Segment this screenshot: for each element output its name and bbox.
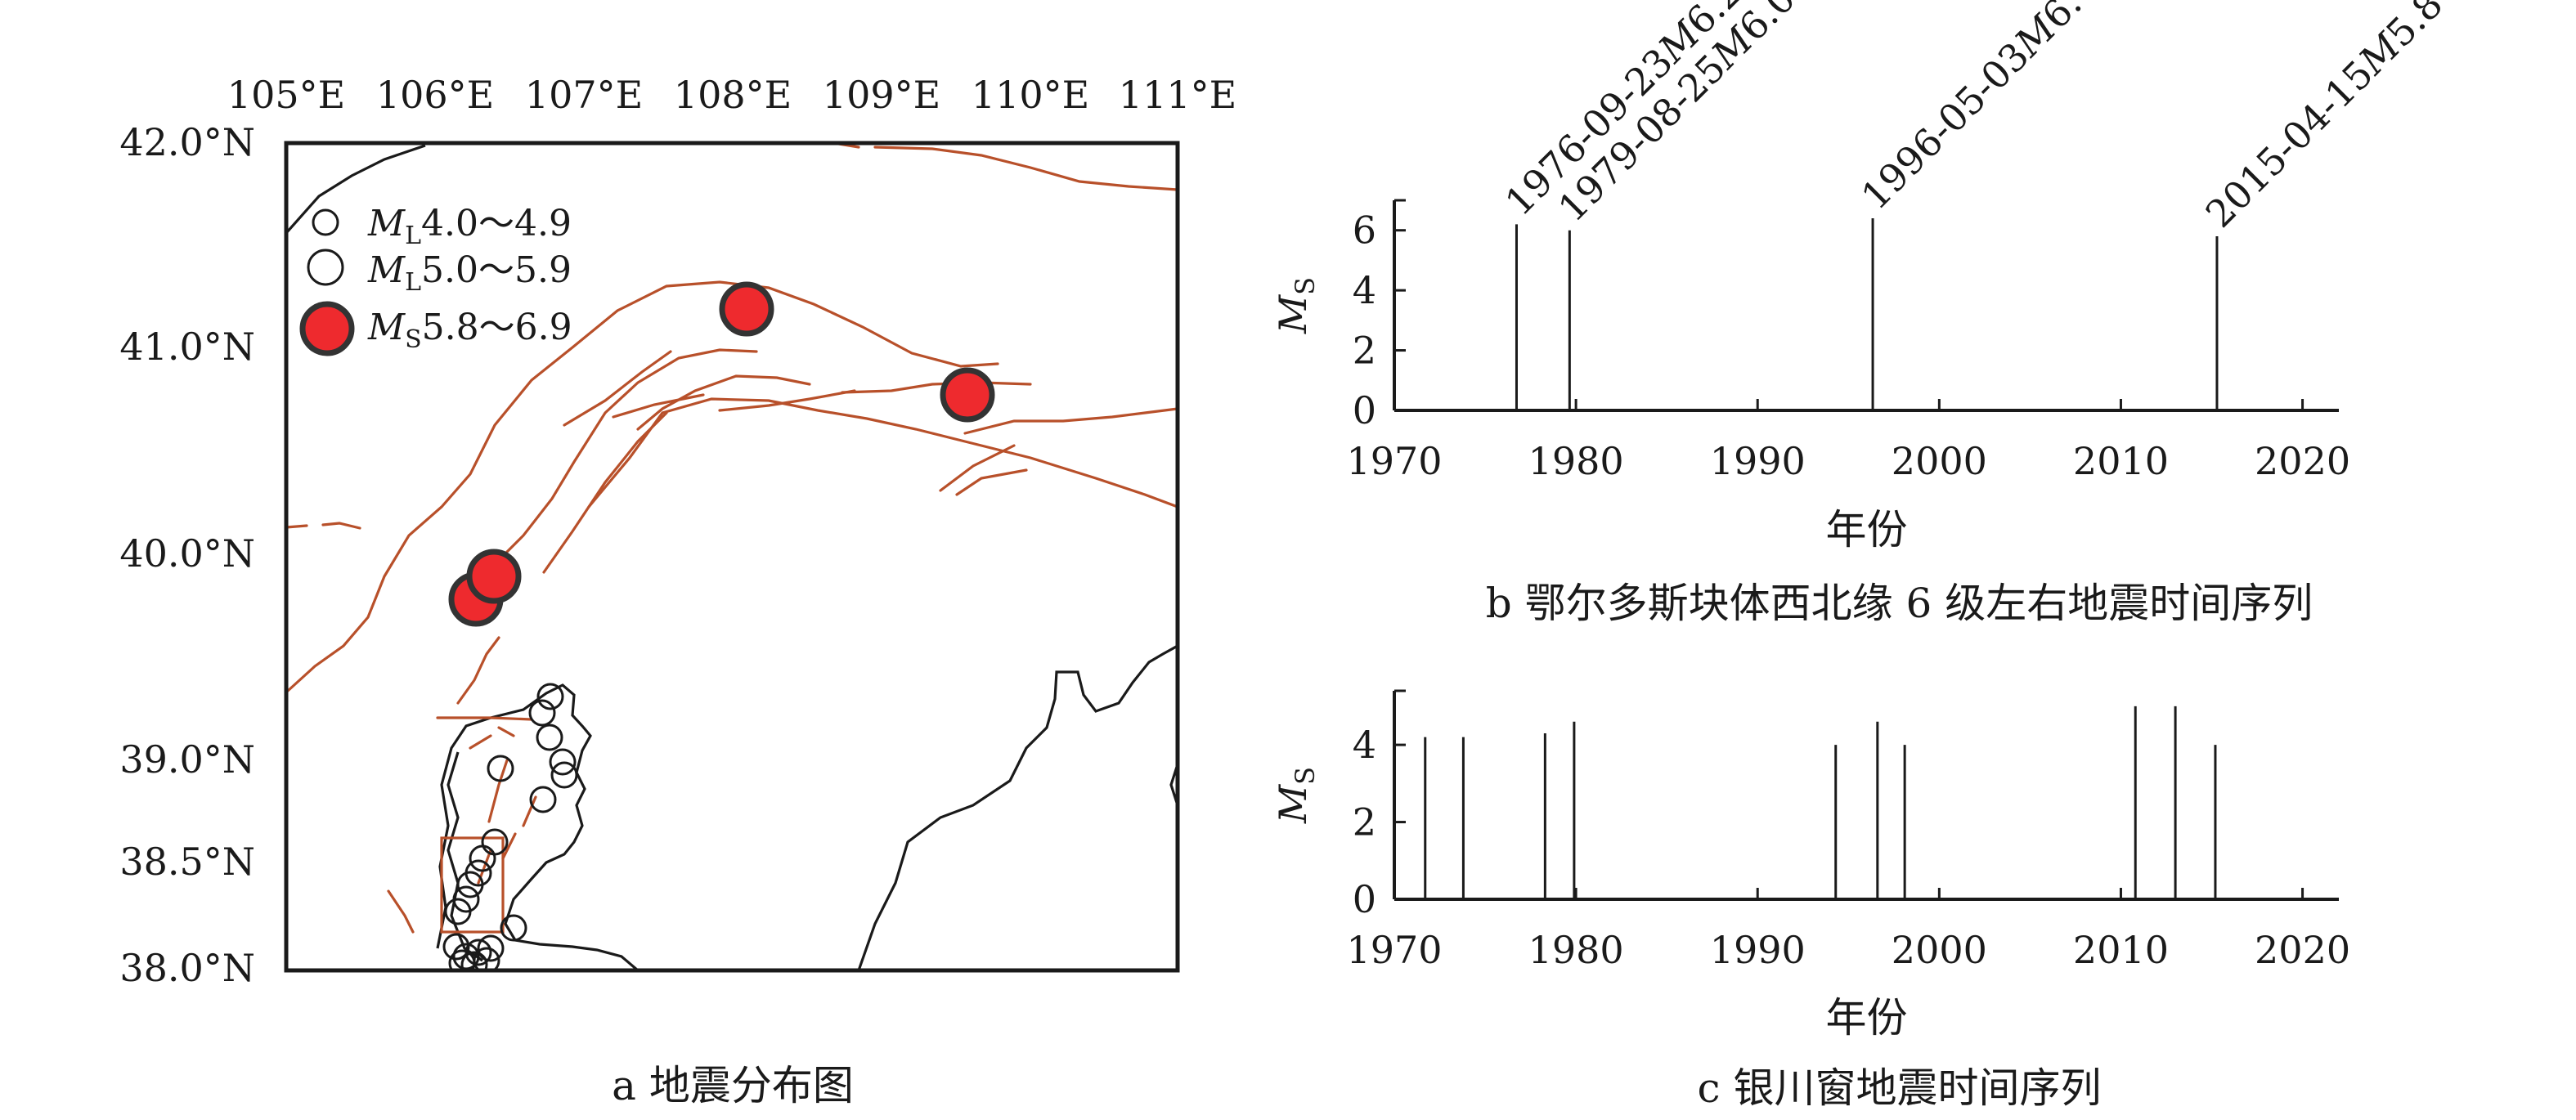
legend-item-ms6: MS5.8～6.9 xyxy=(367,307,572,354)
lat-label-42: 42.0°N xyxy=(119,120,255,164)
x-tick-label: 2010 xyxy=(2073,439,2169,483)
lat-label-38-5: 38.5°N xyxy=(119,840,255,884)
lat-label-39: 39.0°N xyxy=(119,737,255,782)
fault-lines xyxy=(286,143,1178,934)
legend-red-circle-icon xyxy=(299,301,355,356)
y-tick-label: 0 xyxy=(1353,388,1376,432)
x-tick-label: 2020 xyxy=(2255,439,2350,483)
lon-label-110: 110°E xyxy=(972,73,1089,117)
ml4-epicenters xyxy=(442,683,578,970)
x-axis-label: 年份 xyxy=(1826,506,1908,553)
ms6-epicenters xyxy=(448,281,995,627)
x-tick-label: 1980 xyxy=(1528,439,1624,483)
map-caption: a 地震分布图 xyxy=(612,1062,854,1109)
lon-label-111: 111°E xyxy=(1119,73,1236,117)
x-tick-label: 2000 xyxy=(1892,439,1987,483)
lon-label-106: 106°E xyxy=(376,73,494,117)
legend-item-ml4: ML4.0～4.9 xyxy=(367,203,572,250)
lat-label-38: 38.0°N xyxy=(119,946,255,990)
legend-item-ml5: ML5.0～5.9 xyxy=(367,249,572,297)
map-legend: ML4.0～4.9 ML5.0～5.9 MS5.8～6.9 xyxy=(299,203,572,356)
event-annotation: 1976-09-23M6.2 xyxy=(1497,0,1751,224)
lon-label-109: 109°E xyxy=(823,73,940,117)
boundary-lines xyxy=(286,144,1178,970)
lat-label-40: 40.0°N xyxy=(119,531,255,576)
earthquake-distribution-map: 105°E 106°E 107°E 108°E 109°E 110°E 111°… xyxy=(119,73,1236,1109)
y-axis-label: MS xyxy=(1271,277,1321,334)
x-tick-label: 1990 xyxy=(1710,439,1806,483)
x-tick-label: 1970 xyxy=(1346,928,1442,972)
chart-b-ordos-sequence: 0 2 4 6 1970 1980 1990 2000 2010 2020 MS 年份 1976-09-… xyxy=(1271,0,2451,627)
event-annotation: 2015-04-15M5.8 xyxy=(2197,0,2452,236)
x-tick-label: 1990 xyxy=(1710,928,1806,972)
legend-large-circle-icon xyxy=(307,249,344,286)
chart-c-yinchuan-sequence: 0 2 4 1970 1980 1990 2000 2010 2020 MS 年份 c 银川窗地震时间… xyxy=(1271,689,2350,1112)
lon-label-107: 107°E xyxy=(525,73,643,117)
y-tick-label: 4 xyxy=(1353,723,1376,767)
lon-label-108: 108°E xyxy=(674,73,792,117)
lon-label-105: 105°E xyxy=(227,73,345,117)
chart-caption: c 银川窗地震时间序列 xyxy=(1698,1064,2102,1112)
event-annotation: 1996-05-03M6.4 xyxy=(1853,0,2107,218)
x-tick-label: 2010 xyxy=(2073,928,2169,972)
x-tick-label: 2020 xyxy=(2255,928,2350,972)
chart-caption: b 鄂尔多斯块体西北缘 6 级左右地震时间序列 xyxy=(1486,580,2313,627)
x-axis-label: 年份 xyxy=(1826,994,1908,1042)
legend-small-circle-icon xyxy=(312,208,339,236)
y-tick-label: 6 xyxy=(1353,208,1376,253)
y-tick-label: 2 xyxy=(1353,800,1376,844)
y-tick-label: 4 xyxy=(1353,268,1376,312)
x-tick-label: 2000 xyxy=(1892,928,1987,972)
y-axis-label: MS xyxy=(1271,767,1321,824)
y-tick-label: 2 xyxy=(1353,329,1376,373)
study-area-box xyxy=(440,836,505,934)
map-frame xyxy=(284,141,1180,973)
y-tick-label: 0 xyxy=(1353,877,1376,921)
x-tick-label: 1980 xyxy=(1528,928,1624,972)
x-tick-label: 1970 xyxy=(1346,439,1442,483)
lat-label-41: 41.0°N xyxy=(119,325,255,369)
